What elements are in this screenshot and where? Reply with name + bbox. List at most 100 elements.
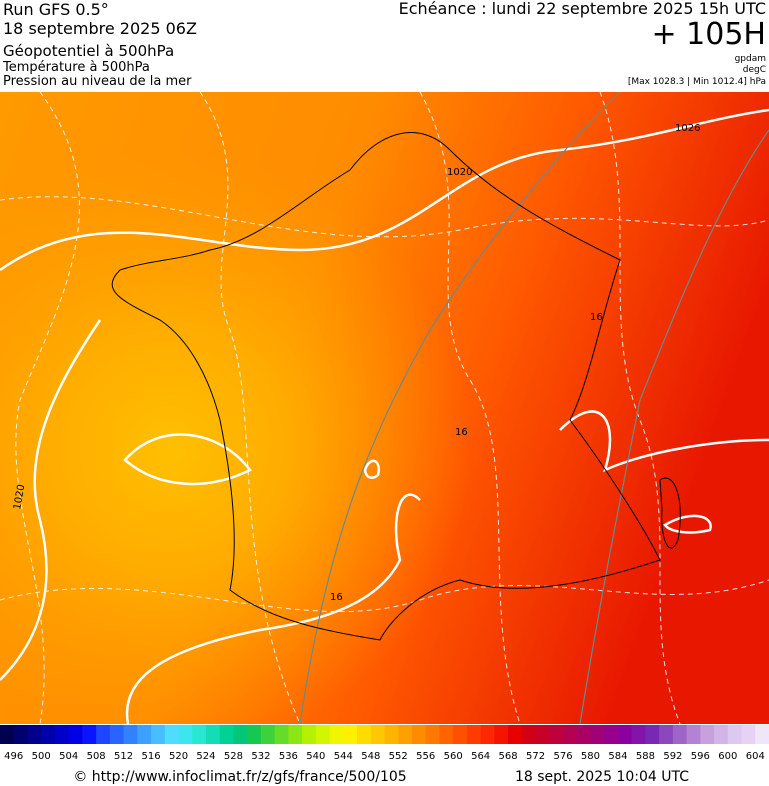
scale-swatch — [398, 725, 413, 744]
scale-swatch — [137, 725, 152, 744]
field-1: Géopotentiel à 500hPa — [3, 42, 174, 60]
scale-swatch — [645, 725, 660, 744]
scale-swatch — [315, 725, 331, 744]
scale-label: 548 — [361, 751, 380, 762]
scale-swatch — [727, 725, 743, 744]
scale-swatch — [672, 725, 688, 744]
run: Run GFS 0.5° — [3, 0, 109, 19]
scale-swatch — [384, 725, 399, 744]
scale-swatch — [453, 725, 468, 744]
field-2: Température à 500hPa — [2, 60, 150, 75]
scale-swatch — [82, 725, 97, 744]
scale-swatch — [480, 725, 495, 744]
scale-swatch — [700, 725, 715, 744]
scale-swatch — [109, 725, 125, 744]
scale-swatch — [741, 725, 756, 744]
lead-time: + 105H — [652, 17, 767, 52]
scale-swatch — [192, 725, 207, 744]
scale-label: 532 — [251, 751, 270, 762]
scale-swatch — [302, 725, 317, 744]
scale-swatch — [260, 725, 276, 744]
scale-swatch — [755, 725, 769, 744]
scale-swatch — [41, 725, 56, 744]
scale-swatch — [151, 725, 166, 744]
scale-label: 504 — [59, 751, 78, 762]
scale-label: 508 — [87, 751, 106, 762]
unit-2: degC — [743, 65, 766, 75]
scale-swatch — [686, 725, 701, 744]
scale-label: 592 — [663, 751, 682, 762]
run-date: 18 septembre 2025 06Z — [3, 19, 197, 38]
map-warm-area — [0, 92, 769, 724]
scale-label: 512 — [114, 751, 133, 762]
scale-swatch — [439, 725, 454, 744]
scale-swatch — [219, 725, 234, 744]
geopotential-contours — [299, 92, 769, 724]
scale-swatch — [370, 725, 385, 744]
scale-label: 604 — [746, 751, 765, 762]
scale-swatch — [508, 725, 523, 744]
scale-swatch — [164, 725, 180, 744]
scale-swatch — [411, 725, 427, 744]
scale-swatch — [604, 725, 619, 744]
scale-swatch — [631, 725, 646, 744]
scale-swatch — [274, 725, 289, 744]
scale-label: 516 — [142, 751, 161, 762]
contour-label: 1020 — [447, 167, 472, 178]
scale-swatch — [357, 725, 372, 744]
source-url: © http://www.infoclimat.fr/z/gfs/france/… — [73, 769, 406, 785]
scale-swatch — [233, 725, 248, 744]
scale-label: 524 — [196, 751, 215, 762]
scale-swatch — [343, 725, 358, 744]
scale-label: 536 — [279, 751, 298, 762]
scale-label: 596 — [691, 751, 710, 762]
map: 1026 1020 1020 16 16 16 — [0, 92, 769, 724]
field-3: Pression au niveau de la mer — [3, 74, 192, 89]
scale-swatch — [205, 725, 221, 744]
scale-label: 520 — [169, 751, 188, 762]
scale-swatch — [590, 725, 605, 744]
scale-label: 496 — [4, 751, 23, 762]
scale-swatch — [659, 725, 674, 744]
pressure-contours — [0, 108, 769, 724]
scale-label: 580 — [581, 751, 600, 762]
scale-swatch — [549, 725, 564, 744]
scale-label: 560 — [444, 751, 463, 762]
scale-swatch — [96, 725, 111, 744]
scale-swatch — [123, 725, 138, 744]
contour-label: 16 — [330, 592, 343, 603]
country-outline — [111, 132, 661, 641]
scale-swatch — [68, 725, 83, 744]
valid-time: Echéance : lundi 22 septembre 2025 15h U… — [399, 0, 766, 18]
scale-label: 552 — [389, 751, 408, 762]
scale-swatch — [178, 725, 193, 744]
scale-swatch — [714, 725, 729, 744]
scale-swatch — [54, 725, 70, 744]
scale-label: 600 — [718, 751, 737, 762]
scale-swatch — [0, 725, 15, 744]
scale-label: 588 — [636, 751, 655, 762]
scale-swatch — [494, 725, 509, 744]
scale-swatch — [617, 725, 633, 744]
corsica-outline — [659, 477, 681, 549]
generated-time: 18 sept. 2025 10:04 UTC — [515, 769, 689, 785]
contour-label: 16 — [590, 312, 603, 323]
scale-swatch — [247, 725, 262, 744]
scale-swatch — [13, 725, 28, 744]
scale-swatch — [466, 725, 482, 744]
pressure-range: [Max 1028.3 | Min 1012.4] hPa — [628, 77, 766, 87]
scale-swatch — [288, 725, 303, 744]
scale-swatch — [27, 725, 42, 744]
scale-label: 544 — [334, 751, 353, 762]
scale-label: 540 — [306, 751, 325, 762]
unit-1: gpdam — [735, 54, 766, 64]
scale-label: 556 — [416, 751, 435, 762]
scale-label: 500 — [32, 751, 51, 762]
scale-label: 528 — [224, 751, 243, 762]
contour-label: 16 — [455, 427, 468, 438]
scale-swatch — [535, 725, 550, 744]
contour-label: 1026 — [675, 123, 700, 134]
scale-label: 568 — [499, 751, 518, 762]
scale-swatch — [329, 725, 344, 744]
